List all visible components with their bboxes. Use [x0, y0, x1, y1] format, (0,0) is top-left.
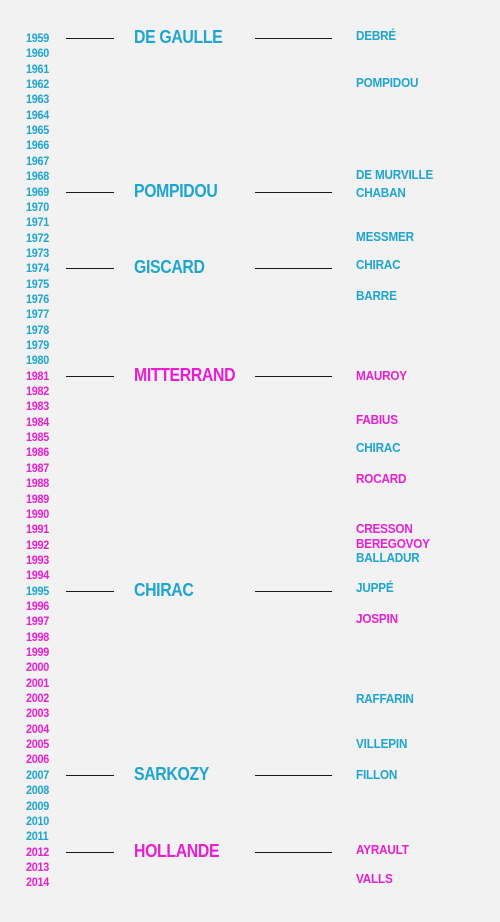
- prime-minister-name: RAFFARIN: [356, 691, 414, 707]
- year-label: 1975: [26, 276, 49, 291]
- year-label: 1962: [26, 77, 49, 92]
- prime-minister-name: BARRE: [356, 287, 397, 303]
- prime-minister-name: CRESSON: [356, 521, 413, 537]
- prime-minister-name: VALLS: [356, 871, 393, 887]
- president-name: DE GAULLE: [134, 27, 223, 47]
- connector-line-right: [255, 852, 332, 853]
- prime-minister-name: FILLON: [356, 766, 398, 782]
- year-label: 1979: [26, 338, 49, 352]
- year-label: 1980: [26, 353, 49, 368]
- year-label: 1987: [26, 460, 49, 475]
- year-label: 1982: [26, 384, 49, 399]
- connector-line-left: [66, 591, 114, 592]
- year-label: 1993: [26, 552, 49, 567]
- year-label: 1959: [26, 31, 49, 45]
- year-label: 1978: [26, 322, 49, 337]
- prime-minister-name: FABIUS: [356, 411, 398, 427]
- year-label: 1966: [26, 138, 49, 153]
- year-label: 2003: [26, 706, 49, 721]
- year-label: 1995: [26, 583, 49, 598]
- prime-minister-name: CHABAN: [356, 184, 406, 200]
- year-label: 2000: [26, 660, 49, 675]
- president-name: SARKOZY: [134, 763, 209, 784]
- prime-minister-name: CHIRAC: [356, 440, 401, 456]
- year-label: 1989: [26, 491, 49, 506]
- connector-line-right: [255, 775, 332, 776]
- year-label: 1985: [26, 430, 49, 445]
- year-label: 2001: [26, 675, 49, 690]
- connector-line-right: [255, 38, 332, 39]
- year-label: 1969: [26, 184, 49, 199]
- prime-minister-name: BEREGOVOY: [356, 535, 430, 551]
- year-label: 1967: [26, 153, 49, 168]
- prime-minister-name: BALLADUR: [356, 549, 420, 565]
- year-label: 1961: [26, 61, 49, 76]
- year-label: 2005: [26, 737, 49, 752]
- prime-minister-name: MAUROY: [356, 367, 407, 383]
- prime-minister-name: MESSMER: [356, 228, 414, 244]
- year-label: 2007: [26, 767, 49, 782]
- prime-minister-name: AYRAULT: [356, 841, 409, 857]
- year-label: 1963: [26, 92, 49, 107]
- year-label: 2013: [26, 859, 49, 874]
- connector-line-right: [255, 192, 332, 193]
- year-label: 1974: [26, 261, 49, 276]
- prime-minister-name: POMPIDOU: [356, 75, 419, 91]
- connector-line-left: [66, 852, 114, 853]
- year-label: 1977: [26, 307, 49, 322]
- connector-line-left: [66, 38, 114, 39]
- year-label: 1999: [26, 645, 49, 659]
- year-label: 1968: [26, 169, 49, 184]
- president-name: HOLLANDE: [134, 840, 220, 861]
- year-label: 1964: [26, 107, 49, 122]
- year-label: 1983: [26, 399, 49, 414]
- prime-minister-name: JUPPÉ: [356, 579, 394, 595]
- connector-line-right: [255, 591, 332, 592]
- year-label: 1997: [26, 614, 49, 629]
- connector-line-left: [66, 376, 114, 377]
- president-name: POMPIDOU: [134, 180, 218, 201]
- year-label: 1965: [26, 123, 49, 138]
- president-name: MITTERRAND: [134, 364, 236, 385]
- year-label: 2011: [26, 829, 49, 844]
- prime-minister-name: CHIRAC: [356, 257, 401, 273]
- year-label: 2009: [26, 798, 49, 813]
- prime-minister-name: DEBRÉ: [356, 28, 397, 43]
- year-label: 2002: [26, 691, 49, 706]
- year-label: 1992: [26, 537, 49, 552]
- year-label: 2008: [26, 783, 49, 798]
- prime-minister-name: VILLEPIN: [356, 736, 408, 752]
- year-label: 1976: [26, 291, 49, 306]
- year-label: 1984: [26, 414, 49, 429]
- year-label: 2004: [26, 721, 49, 736]
- year-label: 1981: [26, 368, 49, 383]
- year-label: 2012: [26, 844, 49, 859]
- connector-line-right: [255, 268, 332, 269]
- prime-minister-name: JOSPIN: [356, 611, 398, 627]
- year-label: 1970: [26, 199, 49, 214]
- year-label: 2014: [26, 875, 49, 890]
- year-label: 1994: [26, 568, 49, 583]
- connector-line-left: [66, 268, 114, 269]
- year-label: 2006: [26, 752, 49, 767]
- year-label: 1990: [26, 506, 49, 521]
- prime-minister-name: DE MURVILLE: [356, 167, 434, 183]
- year-label: 1991: [26, 522, 49, 537]
- year-label: 1972: [26, 230, 49, 245]
- year-label: 1960: [26, 46, 49, 61]
- president-name: CHIRAC: [134, 579, 194, 600]
- year-label: 1988: [26, 476, 49, 491]
- president-name: GISCARD: [134, 257, 205, 278]
- year-label: 2010: [26, 813, 49, 828]
- year-label: 1996: [26, 598, 49, 613]
- connector-line-left: [66, 775, 114, 776]
- year-label: 1986: [26, 445, 49, 460]
- year-label: 1998: [26, 629, 49, 644]
- connector-line-right: [255, 376, 332, 377]
- prime-minister-name: ROCARD: [356, 471, 407, 487]
- connector-line-left: [66, 192, 114, 193]
- year-label: 1973: [26, 245, 49, 260]
- year-label: 1971: [26, 215, 49, 230]
